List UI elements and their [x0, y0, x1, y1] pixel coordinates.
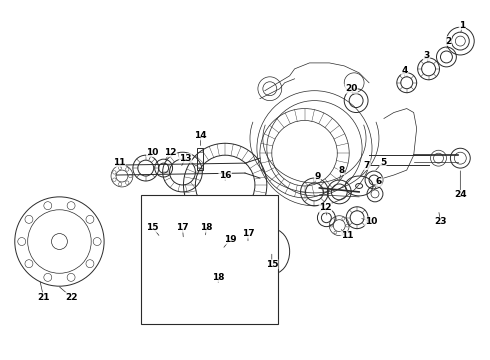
Text: 19: 19	[224, 235, 237, 244]
Bar	[141, 195, 278, 324]
Text: 17: 17	[176, 223, 189, 232]
Text: 23: 23	[434, 217, 447, 226]
Text: 18: 18	[212, 273, 224, 282]
Text: 12: 12	[319, 203, 332, 212]
Text: 8: 8	[338, 166, 344, 175]
Text: 10: 10	[365, 217, 377, 226]
Text: 24: 24	[454, 190, 466, 199]
Text: 13: 13	[179, 154, 192, 163]
Text: 3: 3	[423, 51, 430, 60]
Text: 4: 4	[402, 66, 408, 75]
Text: 9: 9	[314, 171, 320, 180]
Text: 15: 15	[147, 223, 159, 232]
Text: 5: 5	[380, 158, 386, 167]
Text: 6: 6	[376, 177, 382, 186]
Text: 10: 10	[147, 148, 159, 157]
Text: 11: 11	[113, 158, 125, 167]
Text: 7: 7	[364, 161, 370, 170]
Text: 11: 11	[341, 231, 353, 240]
Bar	[197, 148, 203, 170]
Text: 15: 15	[266, 260, 278, 269]
Text: 22: 22	[65, 293, 77, 302]
Text: 18: 18	[200, 223, 213, 232]
Text: 20: 20	[345, 84, 357, 93]
Text: 12: 12	[164, 148, 177, 157]
Text: 17: 17	[242, 229, 254, 238]
Text: 2: 2	[445, 37, 452, 46]
Text: 16: 16	[219, 171, 231, 180]
Text: 14: 14	[194, 131, 207, 140]
Text: 21: 21	[37, 293, 50, 302]
Text: 1: 1	[459, 21, 466, 30]
